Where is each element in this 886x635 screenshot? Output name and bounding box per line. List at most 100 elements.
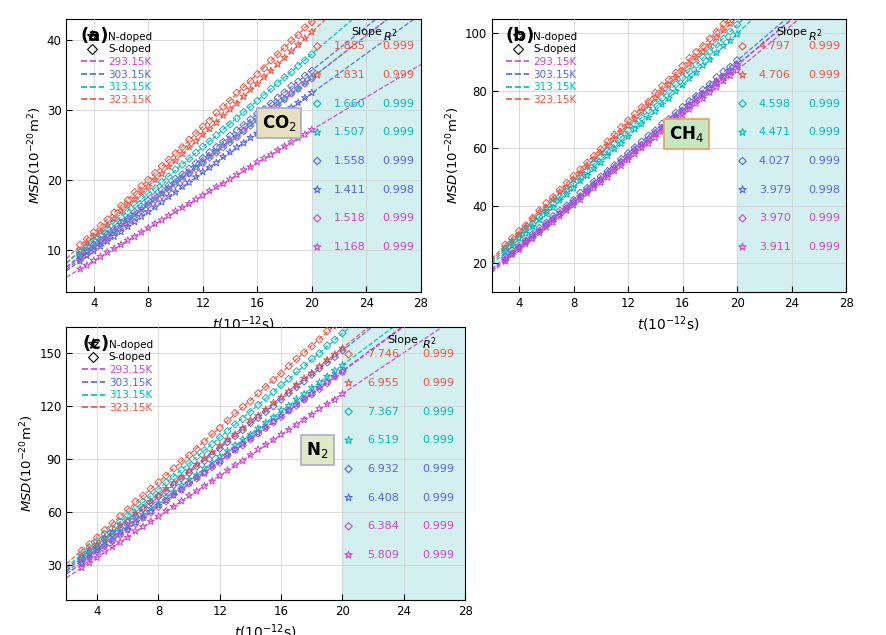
Point (298, 70, 312, 81)
Point (205, 447, 219, 457)
Point (152, 502, 166, 512)
Point (114, 206, 128, 216)
Text: 0.999: 0.999 (423, 436, 455, 445)
Point (120, 215, 135, 225)
Point (270, 59, 284, 69)
Point (236, 434, 250, 444)
Point (336, 345, 350, 356)
Point (136, 512, 151, 523)
Point (120, 525, 135, 535)
Point (73, 245, 87, 255)
Point (546, 214, 560, 224)
Point (97, 533, 112, 543)
Point (168, 174, 183, 184)
Point (689, 93, 703, 104)
Point (90, 546, 105, 556)
Point (532, 207, 547, 217)
Point (97, 534, 112, 544)
Point (696, 60, 710, 70)
Point (113, 517, 128, 527)
Point (90, 532, 105, 542)
Point (113, 520, 128, 530)
Point (205, 476, 219, 486)
Point (710, 39, 724, 50)
Point (621, 151, 635, 161)
Point (710, 48, 724, 58)
Point (259, 423, 273, 433)
Text: 0.999: 0.999 (383, 213, 415, 224)
Point (310, 185, 324, 195)
Text: 3.911: 3.911 (759, 242, 790, 252)
Text: $R^2$: $R^2$ (423, 335, 437, 352)
Point (105, 535, 120, 545)
Point (80, 246, 94, 257)
Point (628, 114, 642, 124)
Point (655, 123, 669, 133)
Point (128, 187, 142, 197)
Point (228, 444, 242, 455)
Point (223, 136, 237, 146)
Point (205, 439, 219, 449)
Point (270, 100, 284, 110)
Point (152, 500, 166, 511)
Point (135, 206, 149, 216)
Point (135, 211, 149, 222)
Point (175, 485, 189, 495)
Point (703, 79, 717, 90)
Text: 1.518: 1.518 (334, 213, 365, 224)
Point (175, 175, 190, 185)
Point (120, 511, 135, 521)
Point (336, 360, 350, 370)
Point (641, 112, 656, 123)
Point (518, 237, 532, 247)
Point (82, 549, 97, 559)
Point (313, 384, 327, 394)
Point (167, 472, 181, 482)
Point (223, 174, 237, 184)
Point (100, 231, 114, 241)
Point (730, 29, 744, 39)
Point (236, 440, 250, 450)
Point (114, 218, 128, 228)
Point (696, 84, 710, 95)
Point (710, 32, 724, 43)
Point (128, 504, 143, 514)
Point (161, 192, 175, 202)
Point (105, 527, 120, 537)
Point (310, 213, 324, 224)
Point (251, 413, 265, 423)
Point (244, 430, 258, 440)
Text: 1.660: 1.660 (334, 98, 365, 109)
Point (274, 380, 288, 390)
Point (649, 126, 663, 136)
Point (730, 6, 744, 16)
Point (267, 417, 281, 427)
Point (291, 30, 306, 40)
Point (669, 108, 683, 118)
Point (587, 179, 601, 189)
Point (135, 187, 149, 197)
Point (73, 251, 87, 261)
Point (641, 131, 656, 141)
Point (277, 94, 291, 104)
Point (135, 204, 149, 214)
Point (297, 389, 311, 399)
Point (136, 522, 151, 532)
Point (128, 207, 142, 217)
Point (284, 81, 299, 91)
Point (167, 502, 181, 512)
Point (525, 229, 540, 239)
Point (573, 168, 587, 178)
Point (675, 80, 689, 90)
Point (189, 147, 203, 157)
Point (107, 208, 121, 218)
Point (250, 157, 264, 167)
Point (580, 171, 595, 181)
Point (216, 110, 230, 121)
Bar (312, 19, 421, 292)
Point (107, 226, 121, 236)
Point (601, 169, 615, 179)
Point (213, 441, 227, 451)
Point (284, 102, 299, 112)
Point (634, 102, 649, 112)
